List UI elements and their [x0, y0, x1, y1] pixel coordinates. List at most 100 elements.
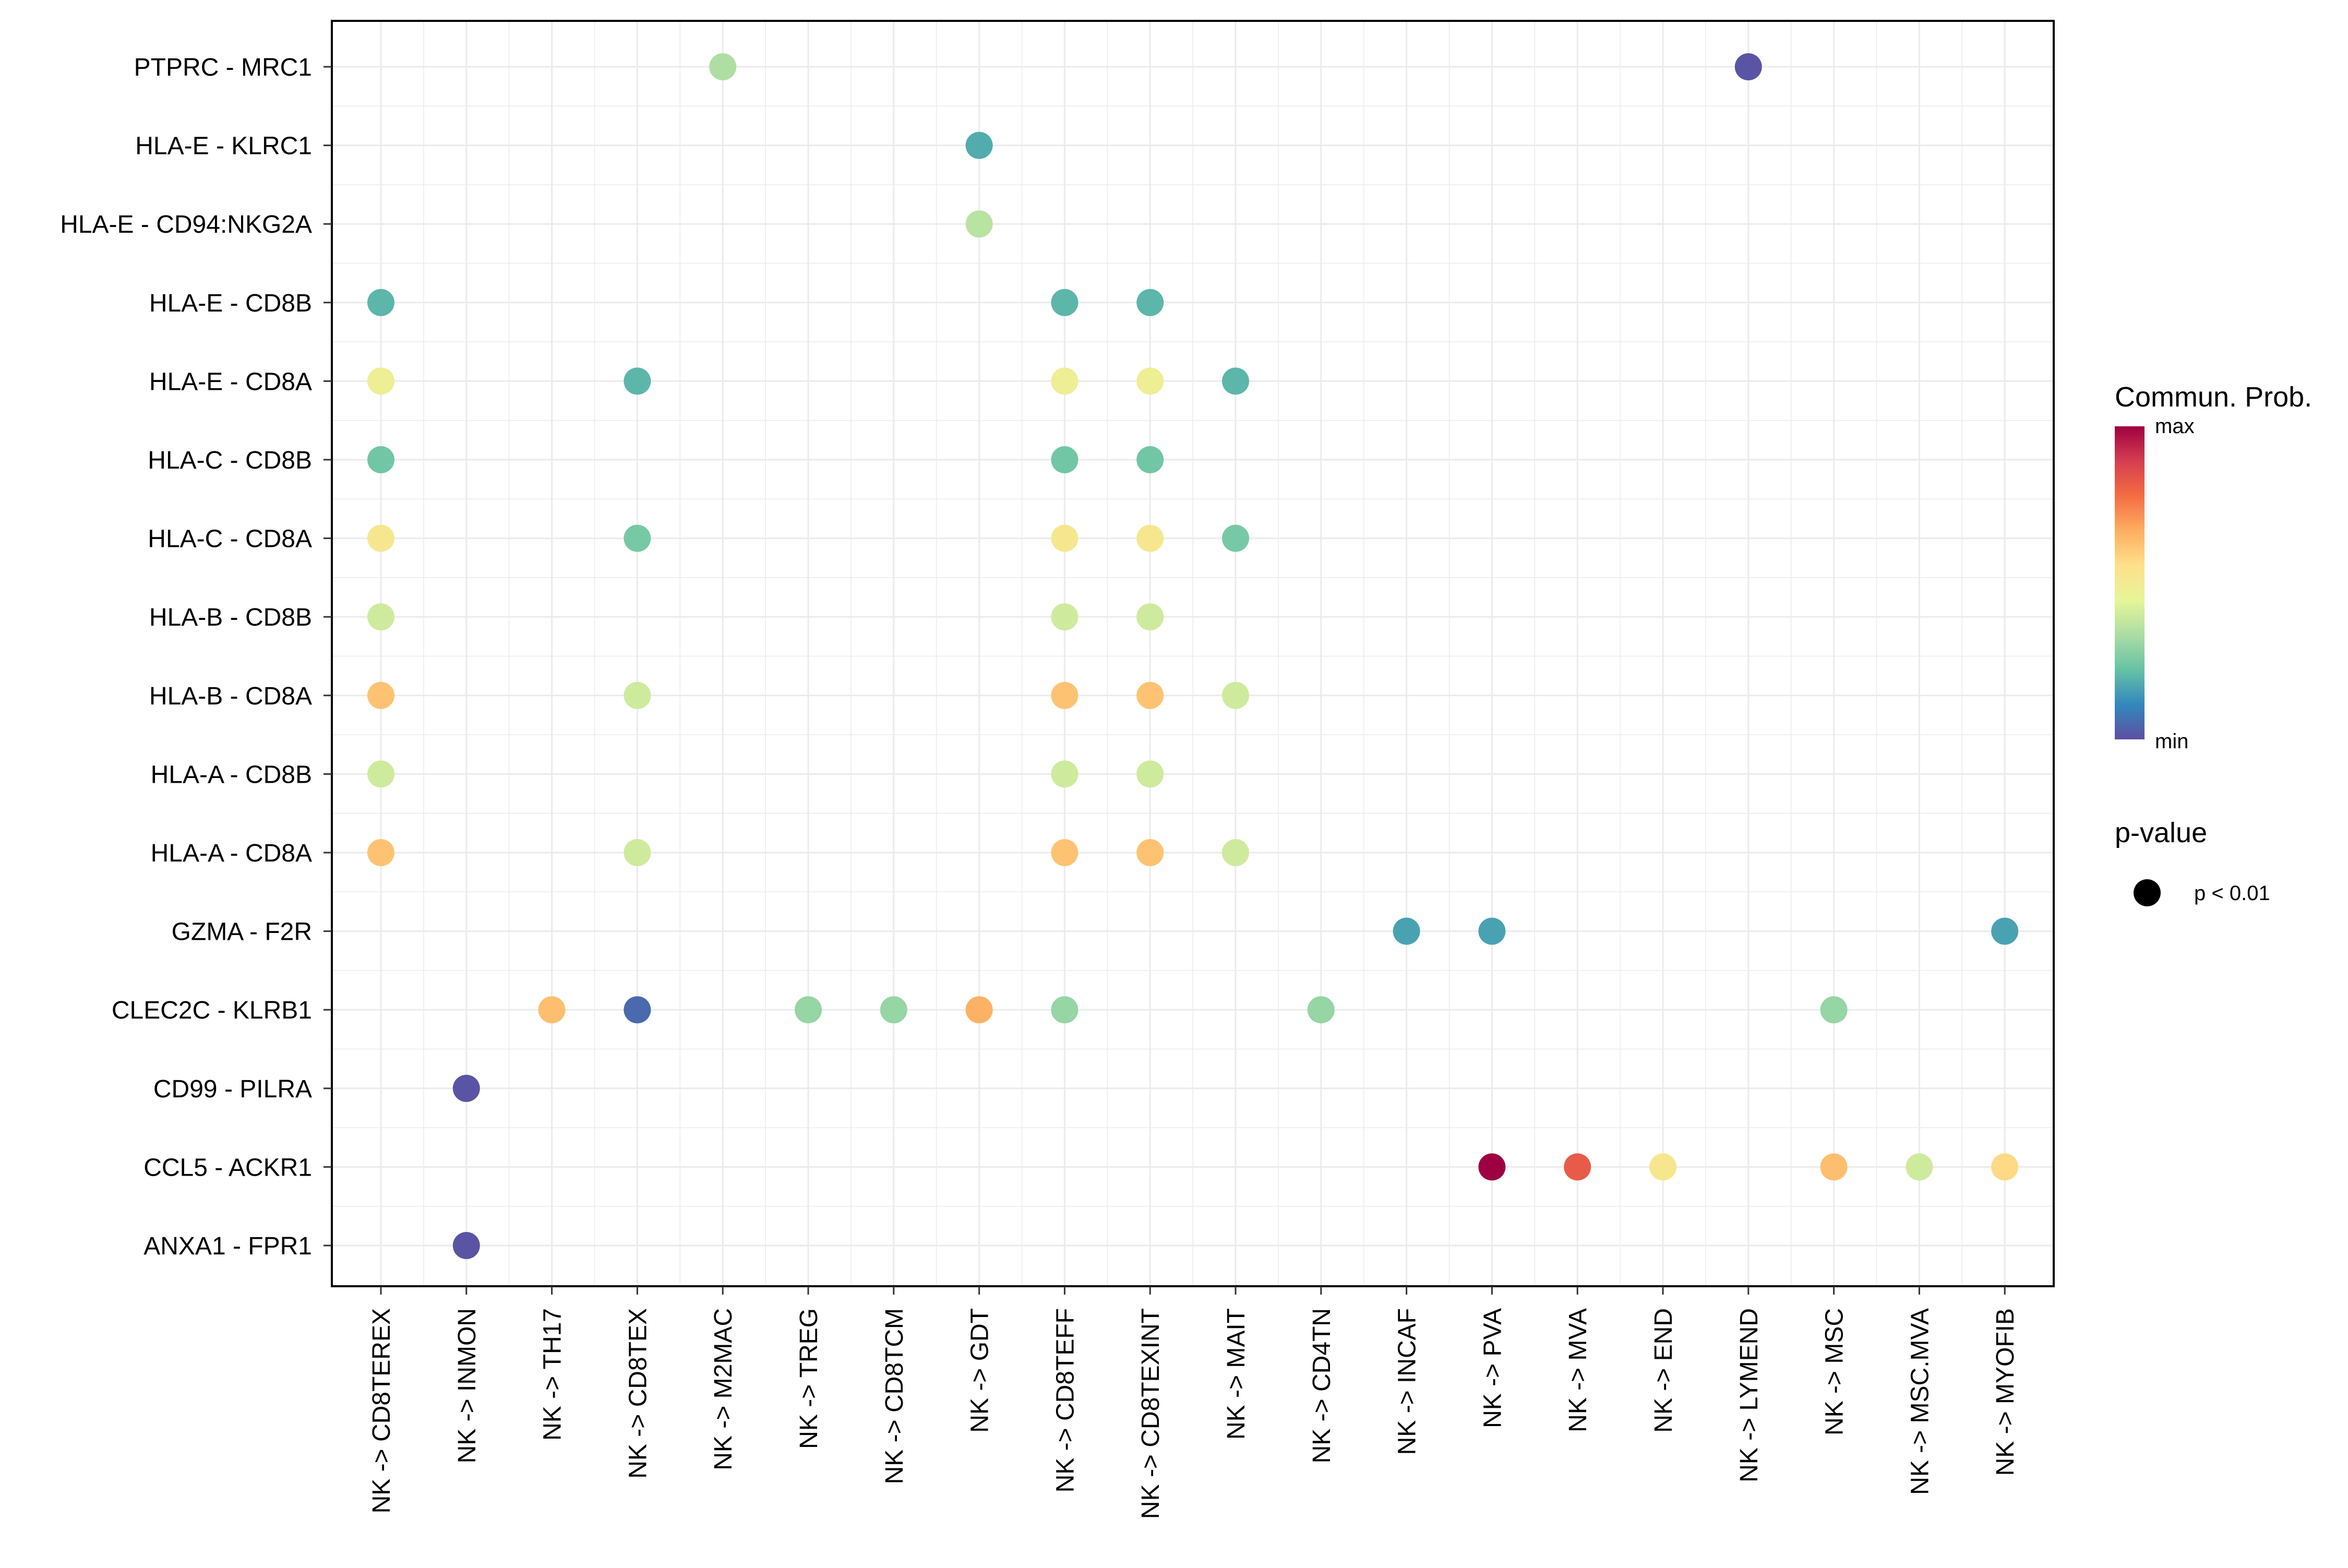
data-point: [367, 367, 394, 395]
x-tick-label: NK -> CD8TEREX: [368, 1308, 396, 1513]
y-tick-label: HLA-E - CD8B: [149, 290, 312, 317]
data-point: [452, 1232, 480, 1259]
grid-layer: [332, 21, 2054, 1286]
data-point: [624, 524, 651, 552]
y-tick-label: HLA-E - CD8A: [149, 368, 312, 396]
y-tick-label: HLA-B - CD8B: [149, 604, 312, 631]
data-point: [367, 603, 394, 631]
data-point: [367, 839, 394, 866]
data-point: [1136, 524, 1164, 552]
data-point: [1649, 1153, 1676, 1181]
data-point: [1136, 367, 1164, 395]
x-tick-label: NK -> CD8TEXINT: [1137, 1308, 1165, 1519]
data-point: [709, 53, 737, 80]
data-point: [1222, 367, 1249, 395]
y-tick-label: HLA-B - CD8A: [149, 683, 312, 710]
data-point: [452, 1074, 480, 1102]
data-point: [1820, 996, 1848, 1024]
y-tick-label: HLA-C - CD8B: [148, 447, 312, 474]
data-point: [1564, 1153, 1591, 1181]
y-tick-label: HLA-A - CD8A: [151, 840, 312, 867]
data-point: [1136, 289, 1164, 316]
x-axis-labels: NK -> CD8TEREX NK -> INMON NK -> TH17 NK ->…: [368, 1308, 2019, 1519]
data-point: [624, 367, 651, 395]
data-point: [1991, 1153, 2019, 1181]
data-point: [880, 996, 907, 1024]
data-point: [1051, 996, 1079, 1024]
data-point: [1307, 996, 1335, 1024]
ticks-layer: [324, 66, 2006, 1295]
legend: Commun. Prob. max min p-value p < 0.01: [2115, 381, 2312, 906]
y-tick-label: ANXA1 - FPR1: [143, 1232, 312, 1260]
y-axis-labels: PTPRC - MRC1 HLA-E - KLRC1 HLA-E - CD94:NK…: [60, 54, 312, 1260]
x-tick-label: NK -> MAIT: [1223, 1308, 1250, 1440]
x-tick-label: NK -> MSC: [1821, 1308, 1849, 1435]
y-tick-label: HLA-E - KLRC1: [135, 133, 312, 160]
x-tick-label: NK -> M2MAC: [710, 1308, 737, 1470]
points-layer: [367, 53, 2019, 1259]
data-point: [1051, 839, 1079, 866]
data-point: [1820, 1153, 1848, 1181]
y-tick-label: CD99 - PILRA: [153, 1075, 312, 1103]
data-point: [1051, 289, 1079, 316]
data-point: [1991, 917, 2019, 945]
data-point: [367, 446, 394, 473]
data-point: [1136, 839, 1164, 866]
y-tick-label: HLA-E - CD94:NKG2A: [60, 211, 312, 238]
data-point: [1906, 1153, 1933, 1181]
y-tick-label: PTPRC - MRC1: [134, 54, 312, 81]
data-point: [1222, 524, 1249, 552]
legend-color-title: Commun. Prob.: [2115, 381, 2312, 413]
x-tick-label: NK -> TH17: [539, 1308, 567, 1441]
data-point: [1393, 917, 1420, 945]
y-tick-label: CLEC2C - KLRB1: [112, 997, 312, 1024]
x-tick-label: NK -> PVA: [1479, 1308, 1506, 1428]
x-tick-label: NK -> GDT: [966, 1308, 994, 1433]
x-tick-label: NK -> CD8TEX: [624, 1308, 652, 1479]
data-point: [1222, 839, 1249, 866]
data-point: [367, 760, 394, 788]
data-point: [538, 996, 566, 1024]
data-point: [367, 681, 394, 709]
x-tick-label: NK -> LYMEND: [1735, 1308, 1763, 1482]
data-point: [1136, 603, 1164, 631]
data-point: [1051, 760, 1079, 788]
legend-pvalue-label: p < 0.01: [2194, 882, 2270, 905]
data-point: [1478, 1153, 1506, 1181]
data-point: [1051, 603, 1079, 631]
data-point: [965, 210, 993, 238]
data-point: [367, 524, 394, 552]
legend-colorbar: [2115, 426, 2145, 739]
x-tick-label: NK -> END: [1650, 1308, 1678, 1433]
x-tick-label: NK -> TREG: [795, 1308, 823, 1449]
x-tick-label: NK -> MYOFIB: [1992, 1308, 2019, 1476]
legend-min-label: min: [2155, 730, 2188, 753]
data-point: [1051, 681, 1079, 709]
y-tick-label: HLA-C - CD8A: [148, 525, 312, 553]
x-tick-label: NK -> CD8TEFF: [1051, 1308, 1079, 1492]
data-point: [1222, 681, 1249, 709]
data-point: [1051, 524, 1079, 552]
data-point: [367, 289, 394, 316]
y-tick-label: HLA-A - CD8B: [151, 761, 312, 788]
y-tick-label: CCL5 - ACKR1: [143, 1154, 312, 1181]
data-point: [965, 131, 993, 159]
legend-max-label: max: [2155, 415, 2195, 438]
data-point: [1136, 760, 1164, 788]
data-point: [624, 996, 651, 1024]
legend-pvalue-title: p-value: [2115, 817, 2207, 848]
data-point: [624, 839, 651, 866]
x-tick-label: NK -> INMON: [453, 1308, 481, 1463]
x-tick-label: NK -> INCAF: [1394, 1308, 1421, 1455]
x-tick-label: NK -> MSC.MVA: [1906, 1308, 1934, 1495]
data-point: [1136, 446, 1164, 473]
data-point: [1051, 367, 1079, 395]
plot-panel-border: [331, 20, 2055, 1287]
x-tick-label: NK -> CD8TCM: [881, 1308, 908, 1484]
data-point: [1478, 917, 1506, 945]
data-point: [1734, 53, 1762, 80]
legend-pvalue-dot: [2134, 879, 2161, 906]
data-point: [1136, 681, 1164, 709]
